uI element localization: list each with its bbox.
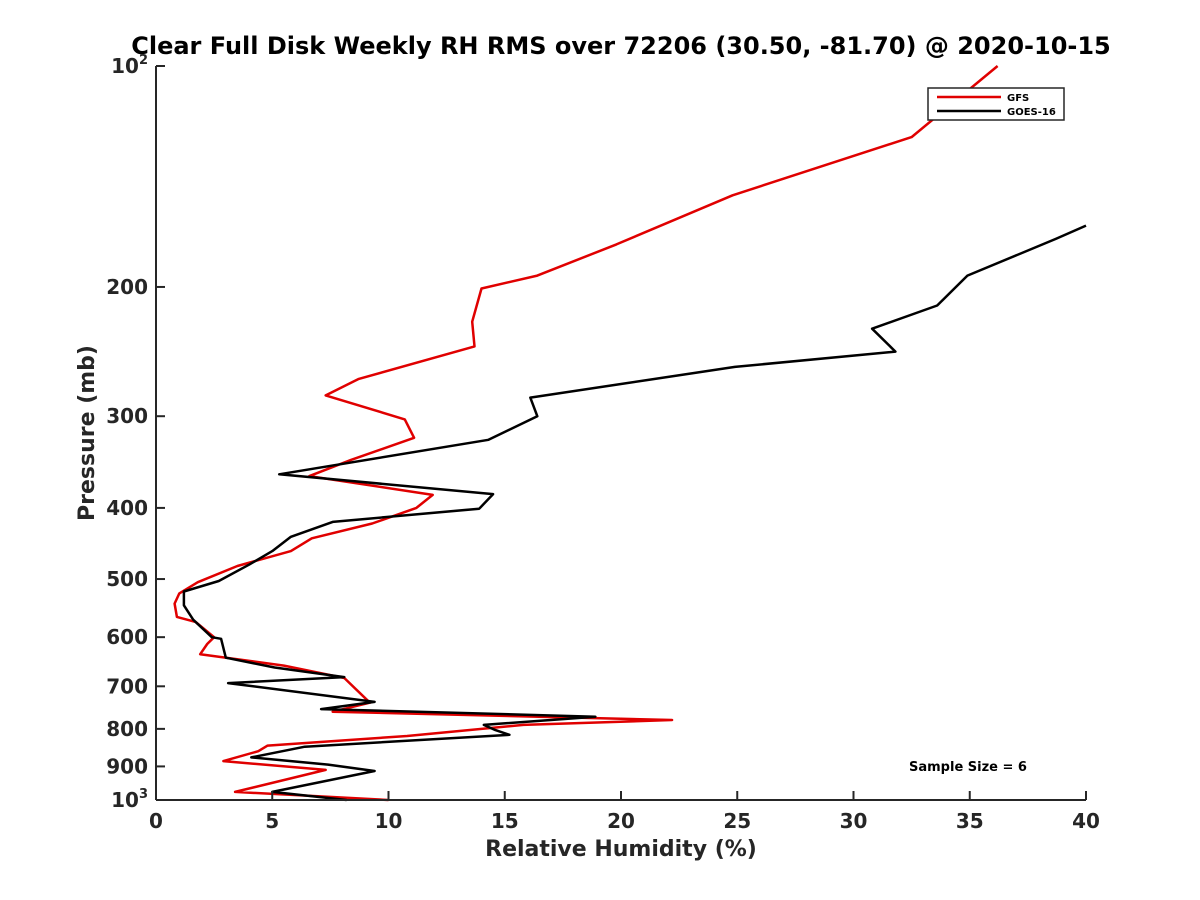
y-tick-label: 200 bbox=[106, 275, 148, 299]
y-tick-exponent: 2 bbox=[139, 53, 148, 68]
y-tick-base: 10 bbox=[111, 788, 139, 812]
series-line-gfs bbox=[173, 65, 999, 802]
y-tick-label: 102 bbox=[111, 53, 148, 78]
y-tick-label: 700 bbox=[106, 674, 148, 698]
x-tick-label: 25 bbox=[723, 809, 751, 833]
y-tick-label: 600 bbox=[106, 625, 148, 649]
series-line-goes-16 bbox=[182, 224, 1087, 802]
y-axis-label: Pressure (mb) bbox=[75, 345, 100, 521]
y-tick-exponent: 3 bbox=[139, 787, 148, 802]
y-tick-label: 103 bbox=[111, 787, 148, 812]
x-tick-label: 35 bbox=[956, 809, 984, 833]
x-tick-label: 10 bbox=[375, 809, 403, 833]
plot-area bbox=[173, 65, 1087, 802]
y-tick-label: 800 bbox=[106, 717, 148, 741]
legend-label-gfs: GFS bbox=[1007, 93, 1029, 104]
y-tick-label: 400 bbox=[106, 496, 148, 520]
x-tick-label: 20 bbox=[607, 809, 635, 833]
x-axis-label: Relative Humidity (%) bbox=[485, 837, 757, 862]
x-tick-label: 15 bbox=[491, 809, 519, 833]
y-tick-label: 300 bbox=[106, 404, 148, 428]
y-tick-label: 500 bbox=[106, 567, 148, 591]
x-tick-label: 0 bbox=[149, 809, 163, 833]
x-axis: 0 5 10 15 20 25 30 35 40 bbox=[149, 791, 1100, 833]
legend: GFS GOES-16 bbox=[927, 87, 1065, 121]
x-tick-label: 5 bbox=[265, 809, 279, 833]
sample-size-annotation: Sample Size = 6 bbox=[909, 760, 1027, 775]
x-tick-label: 40 bbox=[1072, 809, 1100, 833]
chart-title: Clear Full Disk Weekly RH RMS over 72206… bbox=[131, 32, 1111, 60]
legend-box bbox=[927, 87, 1065, 121]
y-tick-base: 10 bbox=[111, 54, 139, 78]
legend-label-goes-16: GOES-16 bbox=[1007, 107, 1056, 118]
x-tick-label: 30 bbox=[840, 809, 868, 833]
y-tick-label: 900 bbox=[106, 754, 148, 778]
